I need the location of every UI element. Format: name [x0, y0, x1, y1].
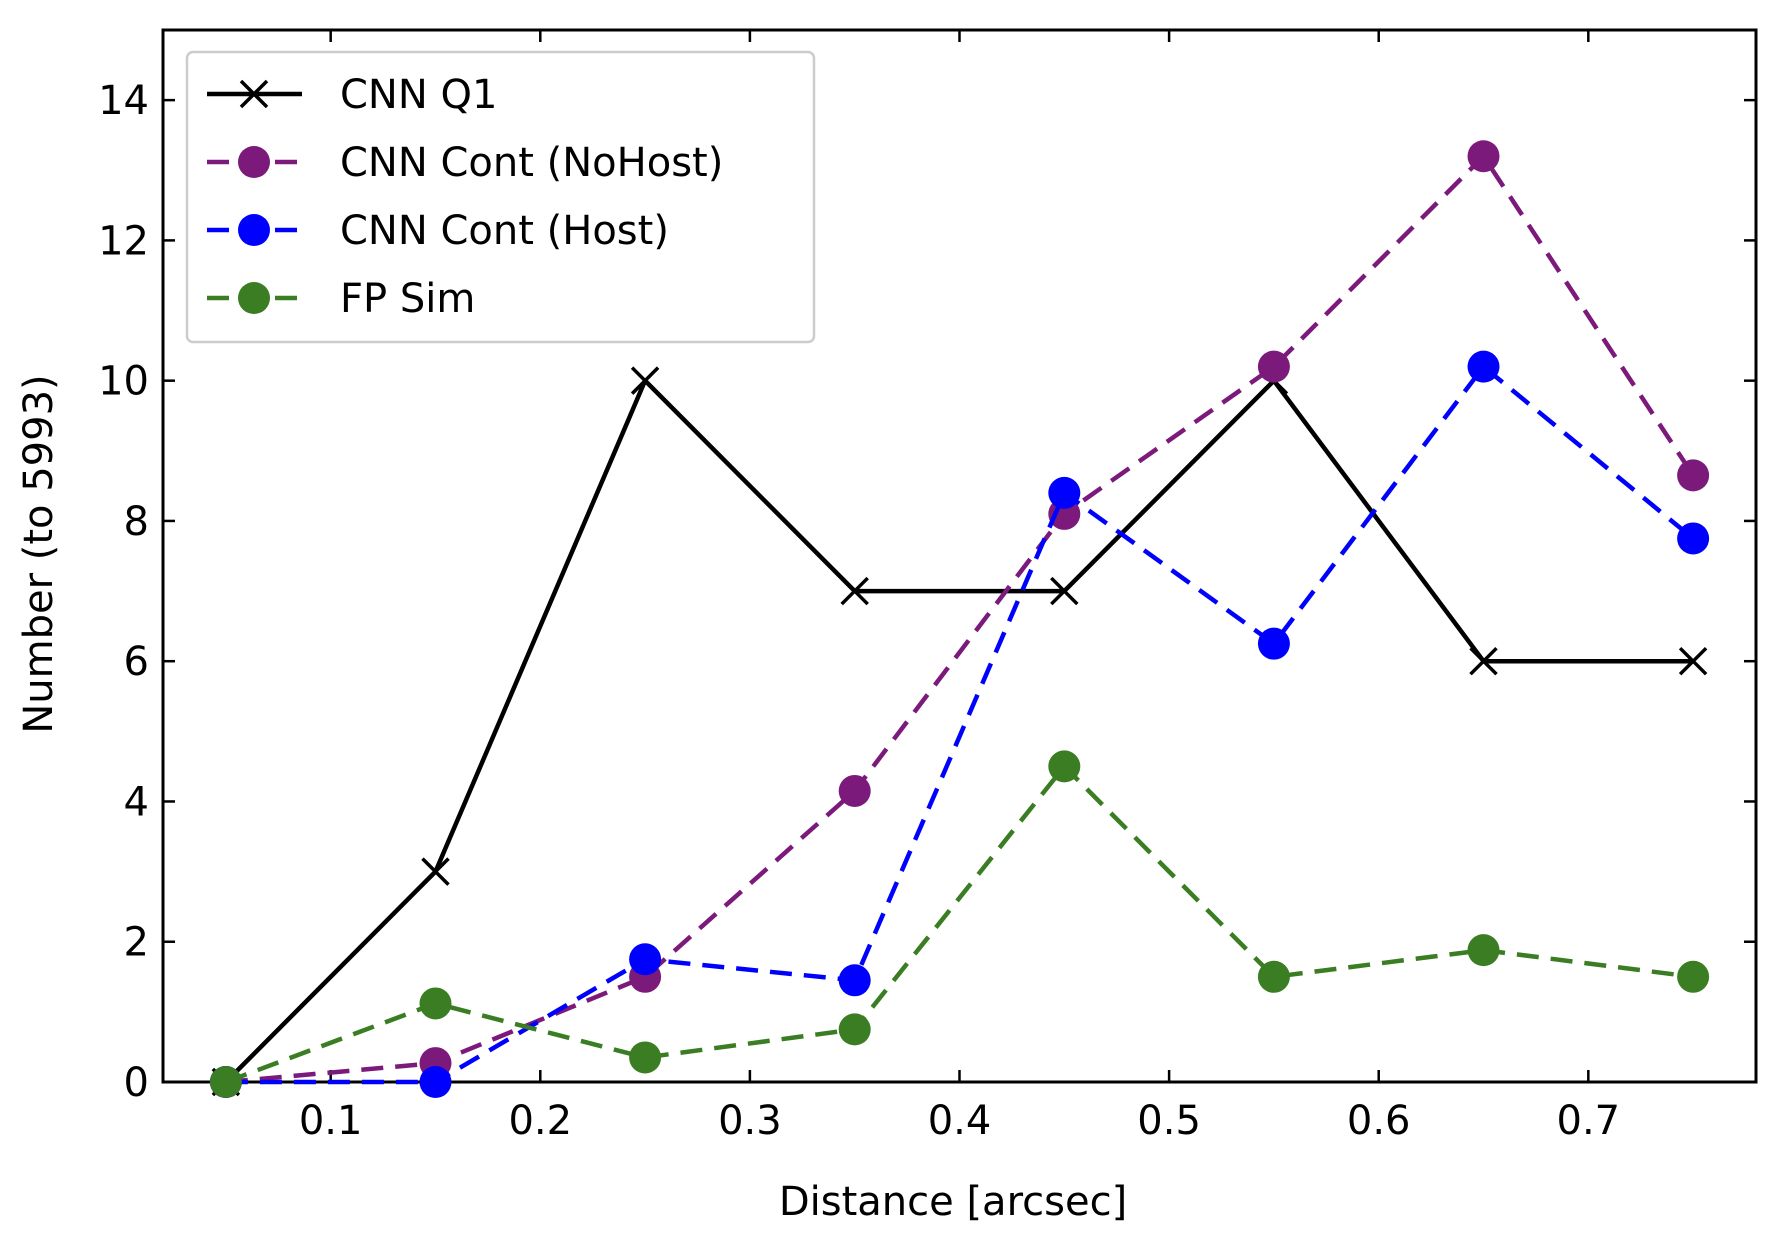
legend-entry: CNN Q1: [207, 72, 497, 118]
y-tick-label: 0: [124, 1060, 149, 1106]
legend-label: CNN Cont (NoHost): [340, 140, 723, 186]
legend-entry: CNN Cont (Host): [207, 208, 669, 254]
data-point: [1048, 476, 1081, 509]
data-point: [838, 964, 871, 997]
legend-marker: [239, 79, 269, 109]
y-axis-title: Number (to 5993): [16, 374, 62, 733]
data-point: [629, 1041, 662, 1074]
data-point: [1677, 459, 1710, 492]
legend-entry: FP Sim: [207, 276, 475, 322]
legend-marker: [238, 146, 270, 178]
data-point: [1677, 960, 1710, 993]
legend-label: CNN Cont (Host): [340, 208, 669, 254]
data-point: [1257, 627, 1290, 660]
data-point: [1467, 350, 1500, 383]
x-tick-label: 0.4: [928, 1098, 992, 1144]
data-point: [419, 987, 452, 1020]
x-tick-label: 0.3: [718, 1098, 782, 1144]
series-line: [225, 364, 1695, 1085]
legend-entry: CNN Cont (NoHost): [207, 140, 723, 186]
series-line: [225, 764, 1694, 1085]
data-point: [629, 943, 662, 976]
data-point: [838, 774, 871, 807]
x-tick-label: 0.5: [1137, 1098, 1201, 1144]
data-point: [1467, 934, 1500, 967]
data-point: [1467, 140, 1500, 173]
series-fp-sim: [209, 750, 1710, 1098]
data-point: [1257, 960, 1290, 993]
series-cnn-cont-host: [209, 350, 1710, 1098]
legend-marker: [238, 214, 270, 246]
data-point: [1257, 350, 1290, 383]
data-point: [1678, 646, 1708, 676]
data-point: [840, 576, 869, 606]
legend-box: [185, 50, 816, 344]
series-line: [224, 378, 1694, 1084]
y-tick-label: 12: [98, 218, 149, 264]
data-point: [838, 1013, 871, 1046]
y-tick-label: 10: [98, 359, 149, 405]
data-point: [209, 1066, 242, 1098]
x-tick-label: 0.6: [1347, 1098, 1411, 1144]
y-tick-label: 14: [98, 78, 149, 124]
y-tick-label: 2: [124, 920, 149, 966]
x-tick-label: 0.7: [1557, 1098, 1621, 1144]
x-tick-label: 0.2: [508, 1098, 572, 1144]
data-point: [421, 857, 450, 886]
legend-label: FP Sim: [340, 276, 475, 322]
y-tick-label: 8: [124, 499, 149, 545]
data-point: [1048, 750, 1081, 783]
data-point: [1050, 576, 1079, 606]
x-tick-label: 0.1: [299, 1098, 363, 1144]
series-line: [225, 153, 1695, 1085]
x-axis-title: Distance [arcsec]: [779, 1179, 1127, 1225]
data-point: [419, 1066, 452, 1098]
y-tick-label: 6: [124, 639, 149, 685]
y-tick-label: 4: [124, 779, 149, 825]
legend-marker: [238, 282, 270, 314]
legend-label: CNN Q1: [340, 72, 497, 118]
data-point: [1677, 522, 1710, 555]
data-point: [630, 366, 660, 395]
data-point: [1469, 646, 1498, 676]
